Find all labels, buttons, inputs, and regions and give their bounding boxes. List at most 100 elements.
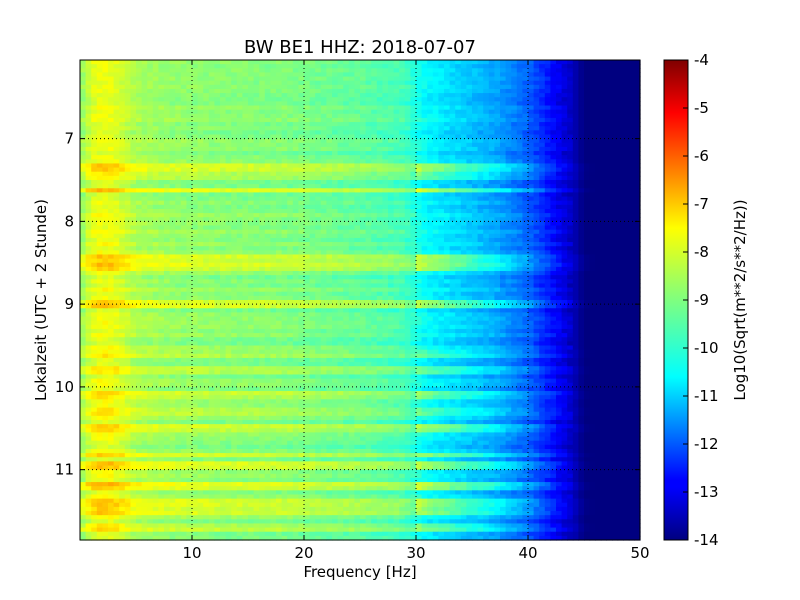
heatmap-cell: [505, 204, 512, 210]
heatmap-cell: [225, 242, 232, 247]
heatmap-cell: [264, 167, 271, 173]
heatmap-cell: [192, 180, 199, 185]
heatmap-cell: [253, 200, 260, 206]
heatmap-cell: [180, 159, 187, 165]
heatmap-cell: [617, 242, 624, 247]
heatmap-cell: [427, 254, 434, 260]
heatmap-cell: [567, 80, 574, 86]
heatmap-cell: [483, 84, 490, 90]
heatmap-cell: [264, 262, 271, 268]
heatmap-cell: [466, 80, 473, 86]
heatmap-cell: [259, 122, 266, 127]
heatmap-cell: [332, 126, 339, 131]
heatmap-cell: [544, 200, 551, 206]
heatmap-cell: [91, 188, 98, 194]
heatmap-cell: [606, 84, 613, 90]
heatmap-cell: [180, 122, 187, 127]
heatmap-cell: [276, 246, 283, 251]
heatmap-cell: [438, 105, 445, 111]
heatmap-cell: [220, 196, 227, 202]
heatmap-cell: [152, 88, 159, 94]
heatmap-cell: [113, 233, 120, 239]
heatmap-cell: [432, 105, 439, 111]
heatmap-cell: [85, 80, 92, 86]
heatmap-cell: [80, 76, 87, 82]
heatmap-cell: [505, 258, 512, 264]
heatmap-cell: [472, 192, 479, 198]
heatmap-cell: [147, 142, 154, 148]
heatmap-cell: [225, 113, 232, 119]
heatmap-cell: [186, 126, 193, 131]
heatmap-cell: [550, 188, 557, 194]
heatmap-cell: [365, 163, 372, 169]
heatmap-cell: [287, 167, 294, 173]
heatmap-cell: [130, 68, 137, 74]
heatmap-cell: [242, 217, 249, 222]
heatmap-cell: [528, 84, 535, 90]
heatmap-cell: [91, 200, 98, 206]
heatmap-cell: [91, 155, 98, 160]
heatmap-cell: [511, 221, 518, 227]
heatmap-cell: [292, 76, 299, 82]
heatmap-cell: [276, 109, 283, 115]
heatmap-cell: [141, 122, 148, 127]
heatmap-cell: [505, 151, 512, 156]
heatmap-cell: [399, 113, 406, 119]
heatmap-cell: [242, 213, 249, 218]
heatmap-cell: [236, 88, 243, 94]
heatmap-cell: [578, 208, 585, 214]
heatmap-cell: [444, 225, 451, 231]
heatmap-cell: [494, 122, 501, 127]
heatmap-cell: [533, 180, 540, 185]
heatmap-cell: [203, 117, 210, 123]
heatmap-cell: [320, 88, 327, 94]
heatmap-cell: [522, 101, 529, 107]
heatmap-cell: [231, 262, 238, 268]
heatmap-cell: [85, 88, 92, 94]
heatmap-cell: [85, 151, 92, 156]
heatmap-cell: [612, 155, 619, 160]
heatmap-cell: [404, 246, 411, 251]
heatmap-cell: [567, 60, 574, 65]
heatmap-cell: [141, 246, 148, 251]
heatmap-cell: [214, 117, 221, 123]
heatmap-cell: [96, 217, 103, 222]
heatmap-cell: [158, 142, 165, 148]
heatmap-cell: [623, 151, 630, 156]
heatmap-cell: [326, 192, 333, 198]
heatmap-cell: [589, 113, 596, 119]
heatmap-cell: [197, 171, 204, 177]
heatmap-cell: [326, 262, 333, 268]
heatmap-cell: [96, 109, 103, 115]
heatmap-cell: [315, 155, 322, 160]
heatmap-cell: [113, 242, 120, 247]
heatmap-cell: [242, 64, 249, 69]
heatmap-cell: [119, 88, 126, 94]
heatmap-cell: [141, 159, 148, 165]
heatmap-cell: [270, 130, 277, 136]
heatmap-cell: [326, 146, 333, 152]
heatmap-cell: [214, 97, 221, 102]
heatmap-cell: [472, 76, 479, 82]
heatmap-cell: [382, 208, 389, 214]
heatmap-cell: [315, 64, 322, 69]
heatmap-cell: [169, 221, 176, 227]
heatmap-cell: [578, 204, 585, 210]
heatmap-cell: [158, 254, 165, 260]
heatmap-cell: [102, 163, 109, 169]
heatmap-cell: [488, 146, 495, 152]
heatmap-cell: [320, 184, 327, 189]
heatmap-cell: [337, 250, 344, 256]
heatmap-cell: [421, 262, 428, 268]
heatmap-cell: [528, 262, 535, 268]
heatmap-cell: [108, 213, 115, 218]
heatmap-cell: [152, 142, 159, 148]
heatmap-cell: [102, 217, 109, 222]
heatmap-cell: [388, 88, 395, 94]
heatmap-cell: [500, 250, 507, 256]
heatmap-cell: [589, 171, 596, 177]
heatmap-cell: [152, 76, 159, 82]
heatmap-cell: [477, 250, 484, 256]
heatmap-cell: [80, 80, 87, 86]
heatmap-cell: [186, 113, 193, 119]
